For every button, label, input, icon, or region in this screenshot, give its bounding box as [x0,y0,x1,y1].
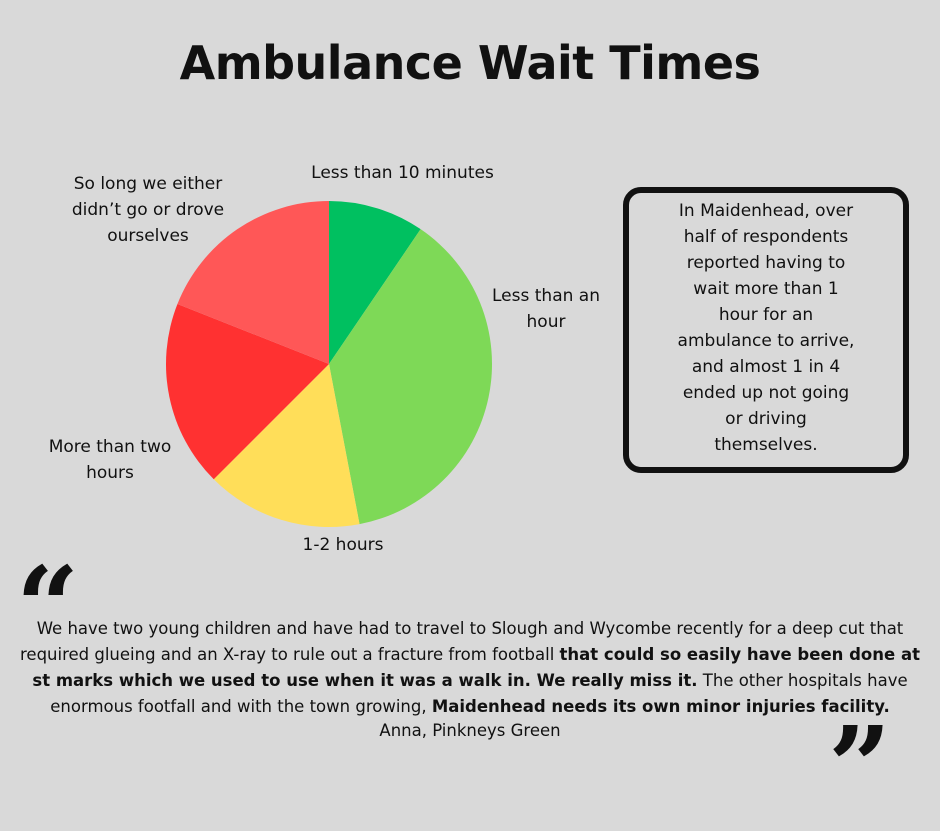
summary-line: and almost 1 in 4 [691,357,841,377]
summary-text: In Maidenhead, over half of respondents … [666,198,866,458]
quote-part: The other hospitals have enormous footfa… [50,671,908,716]
label-1-2-hours: 1-2 hours [283,532,403,558]
summary-line: hour for an [718,305,814,325]
summary-line: half of respondents [683,227,849,247]
page-title: Ambulance Wait Times [179,36,761,90]
pie-slice-0 [329,201,421,364]
label-text: 1-2 hours [302,535,384,555]
summary-line: ended up not going [682,383,850,403]
pie-slice-1 [329,229,492,525]
summary-line: reported having to [686,253,846,273]
label-text: So long we either [73,174,223,194]
summary-line: ambulance to arrive, [677,331,855,351]
pie-slice-2 [213,364,360,527]
label-text: hour [526,312,566,332]
pie-slice-3 [166,303,329,480]
quote-emphasis: that could so easily have been done at s… [32,645,920,690]
label-text: ourselves [107,226,189,246]
label-less-than-10-minutes: Less than 10 minutes [300,160,505,186]
pie-chart [166,201,492,527]
testimonial-quote: We have two young children and have had … [10,616,930,720]
label-text: hours [86,463,134,483]
quote-attribution: Anna, Pinkneys Green [379,721,561,740]
label-text: More than two [48,437,172,457]
summary-line: themselves. [714,435,818,455]
label-more-than-two-hours: More than two hours [40,434,180,486]
label-text: Less than 10 minutes [311,163,494,183]
label-text: Less than an [492,286,600,306]
summary-line: wait more than 1 [693,279,839,299]
quote-part: We have two young children and have had … [20,619,904,664]
label-text: didn’t go or drove [71,200,225,220]
quote-emphasis: Maidenhead needs its own minor injuries … [431,697,890,716]
summary-line: or driving [725,409,807,429]
summary-box: In Maidenhead, over half of respondents … [623,187,909,473]
label-less-than-an-hour: Less than an hour [486,283,606,335]
open-quote-icon: “ [16,542,80,671]
summary-line: In Maidenhead, over [678,201,854,221]
close-quote-icon: ” [828,702,892,831]
pie-slice-4 [177,201,329,364]
label-so-long: So long we either didn’t go or drove our… [58,171,238,249]
